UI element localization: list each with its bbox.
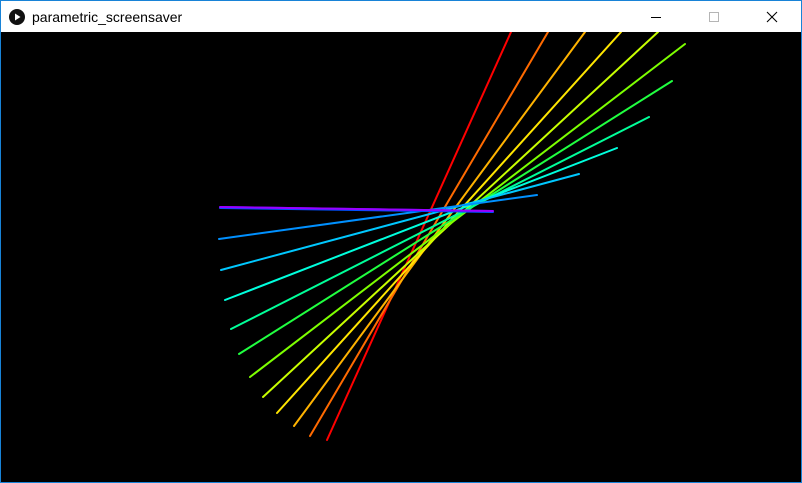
close-icon <box>766 11 778 22</box>
maximize-icon <box>709 11 719 22</box>
window-title: parametric_screensaver <box>32 8 183 25</box>
parametric-line <box>224 147 618 301</box>
minimize-icon <box>651 16 661 18</box>
maximize-button[interactable] <box>685 1 743 32</box>
parametric-line <box>326 32 512 441</box>
parametric-line <box>220 173 580 271</box>
sketch-canvas[interactable] <box>1 32 801 482</box>
parametric-line <box>219 206 494 212</box>
parametric-line <box>238 80 673 355</box>
play-icon <box>9 8 25 25</box>
parametric-line <box>218 194 538 240</box>
title-bar[interactable]: parametric_screensaver <box>1 1 801 32</box>
minimize-button[interactable] <box>627 1 685 32</box>
close-button[interactable] <box>743 1 801 32</box>
parametric-line <box>230 116 650 330</box>
parametric-lines <box>218 32 686 441</box>
parametric-line <box>293 32 586 427</box>
window-controls <box>627 1 801 32</box>
